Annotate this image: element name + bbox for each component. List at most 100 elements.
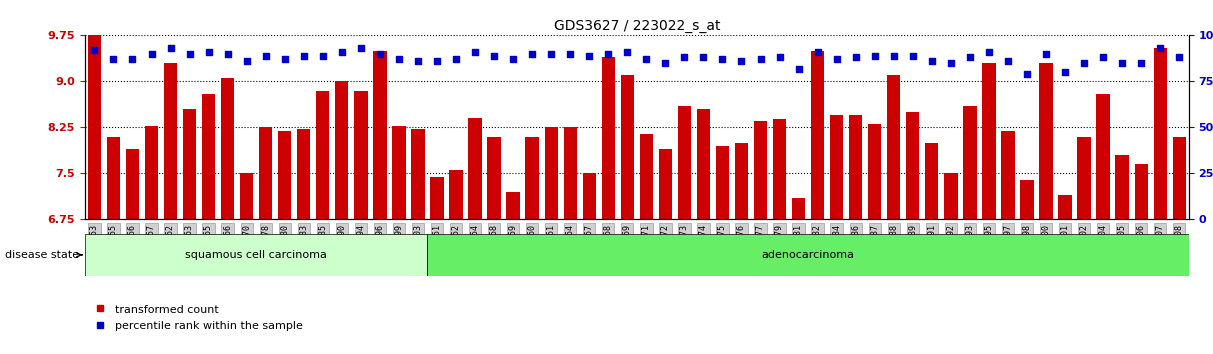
Point	[617, 49, 637, 55]
Bar	[354, 91, 368, 219]
Bar	[811, 51, 825, 219]
Point	[466, 49, 485, 55]
Point	[845, 55, 865, 60]
Point	[237, 58, 256, 64]
Bar	[773, 119, 786, 219]
Bar	[1077, 137, 1090, 219]
Bar	[753, 121, 767, 219]
Point	[1055, 69, 1075, 75]
Bar	[525, 137, 539, 219]
Bar	[716, 146, 729, 219]
Bar	[696, 109, 710, 219]
Bar	[221, 78, 234, 219]
Point	[523, 51, 542, 57]
Bar	[1020, 179, 1033, 219]
Bar	[392, 126, 405, 219]
Text: squamous cell carcinoma: squamous cell carcinoma	[186, 250, 328, 260]
Bar	[411, 129, 425, 219]
Point	[788, 66, 808, 72]
Bar	[335, 81, 348, 219]
Point	[637, 57, 656, 62]
Bar	[887, 75, 900, 219]
Point	[751, 57, 770, 62]
Bar	[1040, 63, 1053, 219]
Point	[560, 51, 580, 57]
Point	[598, 51, 617, 57]
Bar	[164, 63, 177, 219]
Bar	[1116, 155, 1129, 219]
Point	[332, 49, 352, 55]
Bar	[468, 118, 482, 219]
Bar	[545, 127, 558, 219]
FancyBboxPatch shape	[85, 234, 427, 276]
Point	[902, 53, 923, 58]
Bar	[107, 137, 120, 219]
Point	[1112, 60, 1132, 66]
Point	[731, 58, 751, 64]
Point	[123, 57, 142, 62]
Bar	[735, 143, 748, 219]
Point	[409, 58, 428, 64]
Bar	[639, 133, 653, 219]
FancyBboxPatch shape	[427, 234, 1189, 276]
Bar	[374, 51, 387, 219]
Point	[674, 55, 694, 60]
Bar	[317, 91, 330, 219]
Bar	[906, 112, 919, 219]
Bar	[201, 94, 215, 219]
Bar	[431, 177, 444, 219]
Point	[256, 53, 275, 58]
Point	[370, 51, 389, 57]
Point	[922, 58, 941, 64]
Point	[427, 58, 446, 64]
Point	[180, 51, 199, 57]
Point	[827, 57, 847, 62]
Bar	[1097, 94, 1110, 219]
Point	[503, 57, 523, 62]
Point	[142, 51, 161, 57]
Point	[294, 53, 313, 58]
Bar	[849, 115, 862, 219]
Text: adenocarcinoma: adenocarcinoma	[762, 250, 855, 260]
Point	[313, 53, 332, 58]
Point	[352, 45, 371, 51]
Bar	[621, 75, 634, 219]
Point	[580, 53, 599, 58]
Point	[389, 57, 409, 62]
Point	[541, 51, 560, 57]
Bar	[260, 127, 273, 219]
Point	[1169, 55, 1189, 60]
Point	[884, 53, 904, 58]
Bar	[87, 35, 101, 219]
Bar	[582, 173, 596, 219]
Bar	[1001, 131, 1014, 219]
Point	[998, 58, 1018, 64]
Bar	[869, 124, 882, 219]
Bar	[963, 106, 976, 219]
Bar	[297, 129, 311, 219]
Bar	[1059, 195, 1072, 219]
Point	[656, 60, 676, 66]
Legend: transformed count, percentile rank within the sample: transformed count, percentile rank withi…	[91, 299, 307, 335]
Bar	[1154, 48, 1167, 219]
Point	[865, 53, 884, 58]
Bar	[126, 149, 139, 219]
Text: disease state: disease state	[5, 250, 81, 260]
Bar	[564, 127, 577, 219]
Bar	[449, 170, 462, 219]
Point	[1036, 51, 1055, 57]
Point	[104, 57, 124, 62]
Point	[770, 55, 790, 60]
Point	[1093, 55, 1112, 60]
Bar	[278, 131, 291, 219]
Point	[1018, 71, 1037, 77]
Point	[1132, 60, 1151, 66]
Point	[941, 60, 961, 66]
Bar	[678, 106, 691, 219]
Point	[275, 57, 295, 62]
Point	[694, 55, 713, 60]
Bar	[507, 192, 520, 219]
Bar	[983, 63, 996, 219]
Point	[446, 57, 466, 62]
Point	[1150, 45, 1169, 51]
